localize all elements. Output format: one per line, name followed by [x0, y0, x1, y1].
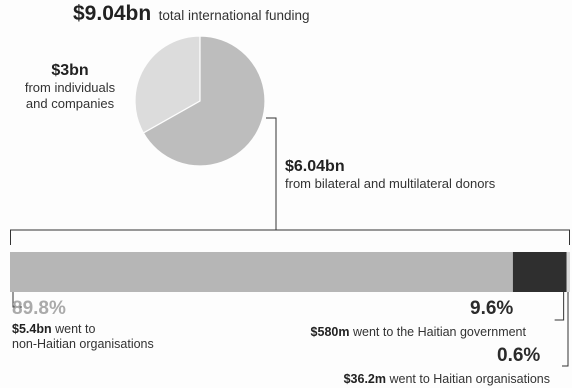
bar-segment-haitian-org: [566, 252, 570, 292]
donors-value: $6.04bn: [285, 158, 345, 175]
bar-segment-government: [512, 252, 567, 292]
haitian-org-label: $36.2m went to Haitian organisations: [344, 372, 550, 387]
non-haitian-line1: $5.4bn went to: [12, 322, 154, 337]
leader-government: [554, 292, 565, 321]
pie-label-individuals: $3bn from individuals and companies: [10, 62, 130, 112]
headline-text: total international funding: [158, 8, 310, 23]
segment-label-non-haitian: 89.8% $5.4bn went to non-Haitian organis…: [12, 298, 154, 352]
haitian-org-amount: $36.2m: [343, 372, 386, 386]
government-amount: $580m: [310, 325, 350, 339]
leader-non-haitian: [12, 292, 22, 308]
haitian-org-pct-wrap: 0.6%: [497, 345, 540, 367]
individuals-desc-line1: from individuals: [24, 80, 116, 95]
headline-value: $9.04bn: [73, 2, 152, 25]
non-haitian-text: went to: [55, 322, 96, 336]
government-pct: 9.6%: [470, 298, 514, 319]
leader-haitian-org: [562, 292, 569, 367]
haitian-org-pct: 0.6%: [497, 345, 541, 366]
government-text: went to the Haitian government: [352, 325, 526, 339]
government-pct-wrap: 9.6%: [470, 298, 513, 320]
pie-label-donors: $6.04bn from bilateral and multilateral …: [285, 158, 495, 192]
pie-connector-line: [266, 117, 277, 230]
bar-segment-non-haitian: [10, 252, 513, 292]
bar-bracket: [10, 229, 570, 245]
government-label: $580m went to the Haitian government: [311, 325, 526, 340]
headline: $9.04bn total international funding: [73, 2, 310, 26]
pie-slice-donors: [142, 35, 266, 167]
individuals-desc-line2: and companies: [25, 96, 115, 111]
non-haitian-amount: $5.4bn: [12, 322, 52, 336]
non-haitian-pct: 89.8%: [12, 298, 66, 319]
pie-slice-individuals: [134, 35, 201, 134]
haitian-org-text: went to Haitian organisations: [389, 372, 550, 386]
donors-desc: from bilateral and multilateral donors: [285, 176, 496, 191]
individuals-value: $3bn: [51, 62, 89, 79]
non-haitian-text2: non-Haitian organisations: [12, 337, 154, 351]
